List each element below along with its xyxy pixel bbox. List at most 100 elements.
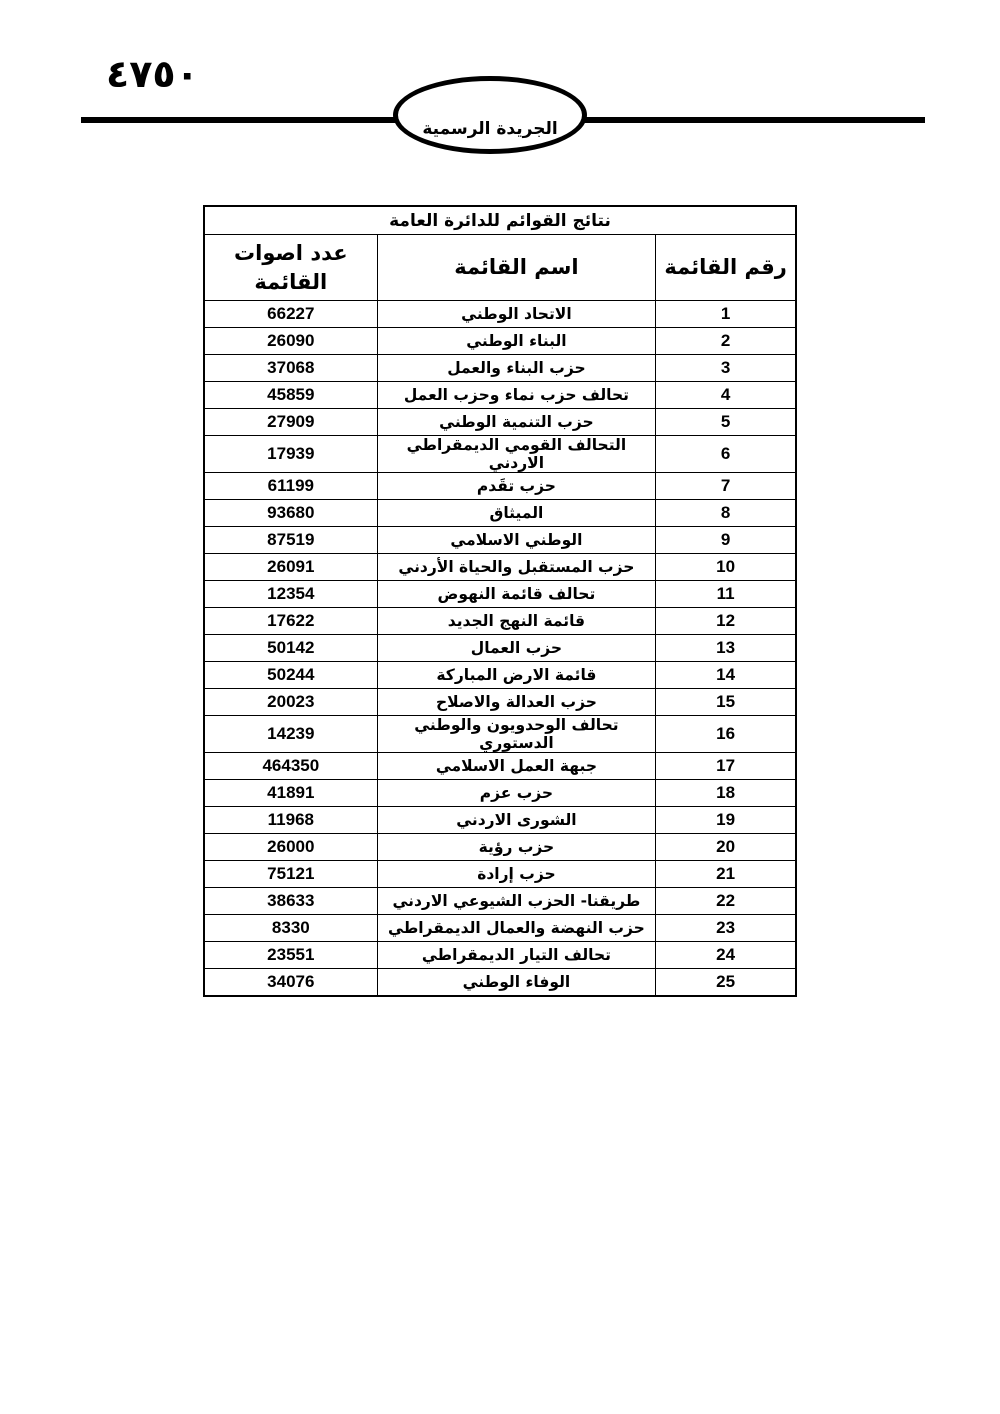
table-row: 6 التحالف القومي الديمقراطي الاردني 1793… [203, 435, 797, 473]
table-row: 19 الشورى الاردني 11968 [203, 806, 797, 834]
list-number-cell: 11 [655, 580, 797, 608]
list-name-cell: تحالف الوحدويون والوطني الدستوري [376, 715, 657, 753]
list-number-cell: 17 [655, 752, 797, 780]
list-number-cell: 16 [655, 715, 797, 753]
table-row: 15 حزب العدالة والاصلاح 20023 [203, 688, 797, 716]
table-row: 9 الوطني الاسلامي 87519 [203, 526, 797, 554]
list-name-cell: تحالف التيار الديمقراطي [376, 941, 657, 969]
list-votes-cell: 14239 [203, 715, 378, 753]
list-votes-cell: 37068 [203, 354, 378, 382]
list-name-cell: التحالف القومي الديمقراطي الاردني [376, 435, 657, 473]
table-row: 21 حزب إرادة 75121 [203, 860, 797, 888]
column-header-list-name: اسم القائمة [376, 234, 657, 301]
table-row: 17 جبهة العمل الاسلامي 464350 [203, 752, 797, 780]
list-votes-cell: 45859 [203, 381, 378, 409]
list-number-cell: 25 [655, 968, 797, 996]
list-name-cell: الوطني الاسلامي [376, 526, 657, 554]
list-votes-cell: 12354 [203, 580, 378, 608]
list-name-cell: حزب النهضة والعمال الديمقراطي [376, 914, 657, 942]
list-number-cell: 7 [655, 472, 797, 500]
list-votes-cell: 50142 [203, 634, 378, 662]
list-name-cell: حزب تقَدم [376, 472, 657, 500]
table-title-row: نتائج القوائم للدائرة العامة [203, 205, 797, 235]
table-row: 16 تحالف الوحدويون والوطني الدستوري 1423… [203, 715, 797, 753]
list-number-cell: 13 [655, 634, 797, 662]
list-number-cell: 9 [655, 526, 797, 554]
list-name-cell: تحالف حزب نماء وحزب العمل [376, 381, 657, 409]
table-row: 25 الوفاء الوطني 34076 [203, 968, 797, 996]
list-name-cell: الشورى الاردني [376, 806, 657, 834]
list-name-cell: حزب التنمية الوطني [376, 408, 657, 436]
list-name-cell: طريقنا- الحزب الشيوعي الاردني [376, 887, 657, 915]
list-number-cell: 24 [655, 941, 797, 969]
list-name-cell: قائمة الارض المباركة [376, 661, 657, 689]
table-row: 22 طريقنا- الحزب الشيوعي الاردني 38633 [203, 887, 797, 915]
table-row: 5 حزب التنمية الوطني 27909 [203, 408, 797, 436]
list-votes-cell: 8330 [203, 914, 378, 942]
table-row: 20 حزب رؤية 26000 [203, 833, 797, 861]
list-number-cell: 14 [655, 661, 797, 689]
table-row: 14 قائمة الارض المباركة 50244 [203, 661, 797, 689]
table-row: 23 حزب النهضة والعمال الديمقراطي 8330 [203, 914, 797, 942]
column-header-list-votes: عدد اصوات القائمة [203, 234, 378, 301]
list-votes-cell: 11968 [203, 806, 378, 834]
list-name-cell: حزب عزم [376, 779, 657, 807]
list-votes-cell: 20023 [203, 688, 378, 716]
list-votes-cell: 34076 [203, 968, 378, 996]
list-number-cell: 6 [655, 435, 797, 473]
list-number-cell: 22 [655, 887, 797, 915]
list-name-cell: الوفاء الوطني [376, 968, 657, 996]
list-votes-cell: 75121 [203, 860, 378, 888]
table-title: نتائج القوائم للدائرة العامة [203, 205, 797, 235]
list-name-cell: حزب العدالة والاصلاح [376, 688, 657, 716]
list-name-cell: البناء الوطني [376, 327, 657, 355]
gazette-banner-title: الجريدة الرسمية [422, 118, 558, 139]
results-table: نتائج القوائم للدائرة العامة رقم القائمة… [203, 205, 797, 997]
table-row: 1 الاتحاد الوطني 66227 [203, 300, 797, 328]
list-number-cell: 15 [655, 688, 797, 716]
list-number-cell: 1 [655, 300, 797, 328]
list-name-cell: قائمة النهج الجديد [376, 607, 657, 635]
list-name-cell: حزب العمال [376, 634, 657, 662]
list-number-cell: 4 [655, 381, 797, 409]
list-votes-cell: 17939 [203, 435, 378, 473]
list-name-cell: تحالف قائمة النهوض [376, 580, 657, 608]
list-votes-cell: 61199 [203, 472, 378, 500]
list-number-cell: 19 [655, 806, 797, 834]
list-number-cell: 21 [655, 860, 797, 888]
list-number-cell: 2 [655, 327, 797, 355]
table-body: 1 الاتحاد الوطني 66227 2 البناء الوطني 2… [203, 300, 797, 996]
list-votes-cell: 17622 [203, 607, 378, 635]
list-votes-cell: 23551 [203, 941, 378, 969]
page-number: ٤٧٥٠ [106, 52, 199, 96]
list-votes-cell: 50244 [203, 661, 378, 689]
table-row: 8 الميثاق 93680 [203, 499, 797, 527]
list-number-cell: 20 [655, 833, 797, 861]
list-name-cell: حزب رؤية [376, 833, 657, 861]
list-number-cell: 5 [655, 408, 797, 436]
list-name-cell: حزب البناء والعمل [376, 354, 657, 382]
list-votes-cell: 26000 [203, 833, 378, 861]
list-number-cell: 12 [655, 607, 797, 635]
list-votes-cell: 27909 [203, 408, 378, 436]
gazette-banner-ellipse: الجريدة الرسمية [393, 76, 587, 154]
list-name-cell: الاتحاد الوطني [376, 300, 657, 328]
list-votes-cell: 26091 [203, 553, 378, 581]
table-header-row: رقم القائمة اسم القائمة عدد اصوات القائم… [203, 234, 797, 301]
list-number-cell: 23 [655, 914, 797, 942]
list-number-cell: 8 [655, 499, 797, 527]
list-votes-cell: 41891 [203, 779, 378, 807]
list-votes-cell: 87519 [203, 526, 378, 554]
table-row: 18 حزب عزم 41891 [203, 779, 797, 807]
list-votes-cell: 66227 [203, 300, 378, 328]
list-votes-cell: 93680 [203, 499, 378, 527]
table-row: 4 تحالف حزب نماء وحزب العمل 45859 [203, 381, 797, 409]
table-row: 3 حزب البناء والعمل 37068 [203, 354, 797, 382]
list-name-cell: حزب المستقبل والحياة الأردني [376, 553, 657, 581]
table-row: 24 تحالف التيار الديمقراطي 23551 [203, 941, 797, 969]
column-header-list-number: رقم القائمة [655, 234, 797, 301]
list-votes-cell: 26090 [203, 327, 378, 355]
list-name-cell: جبهة العمل الاسلامي [376, 752, 657, 780]
table-row: 10 حزب المستقبل والحياة الأردني 26091 [203, 553, 797, 581]
